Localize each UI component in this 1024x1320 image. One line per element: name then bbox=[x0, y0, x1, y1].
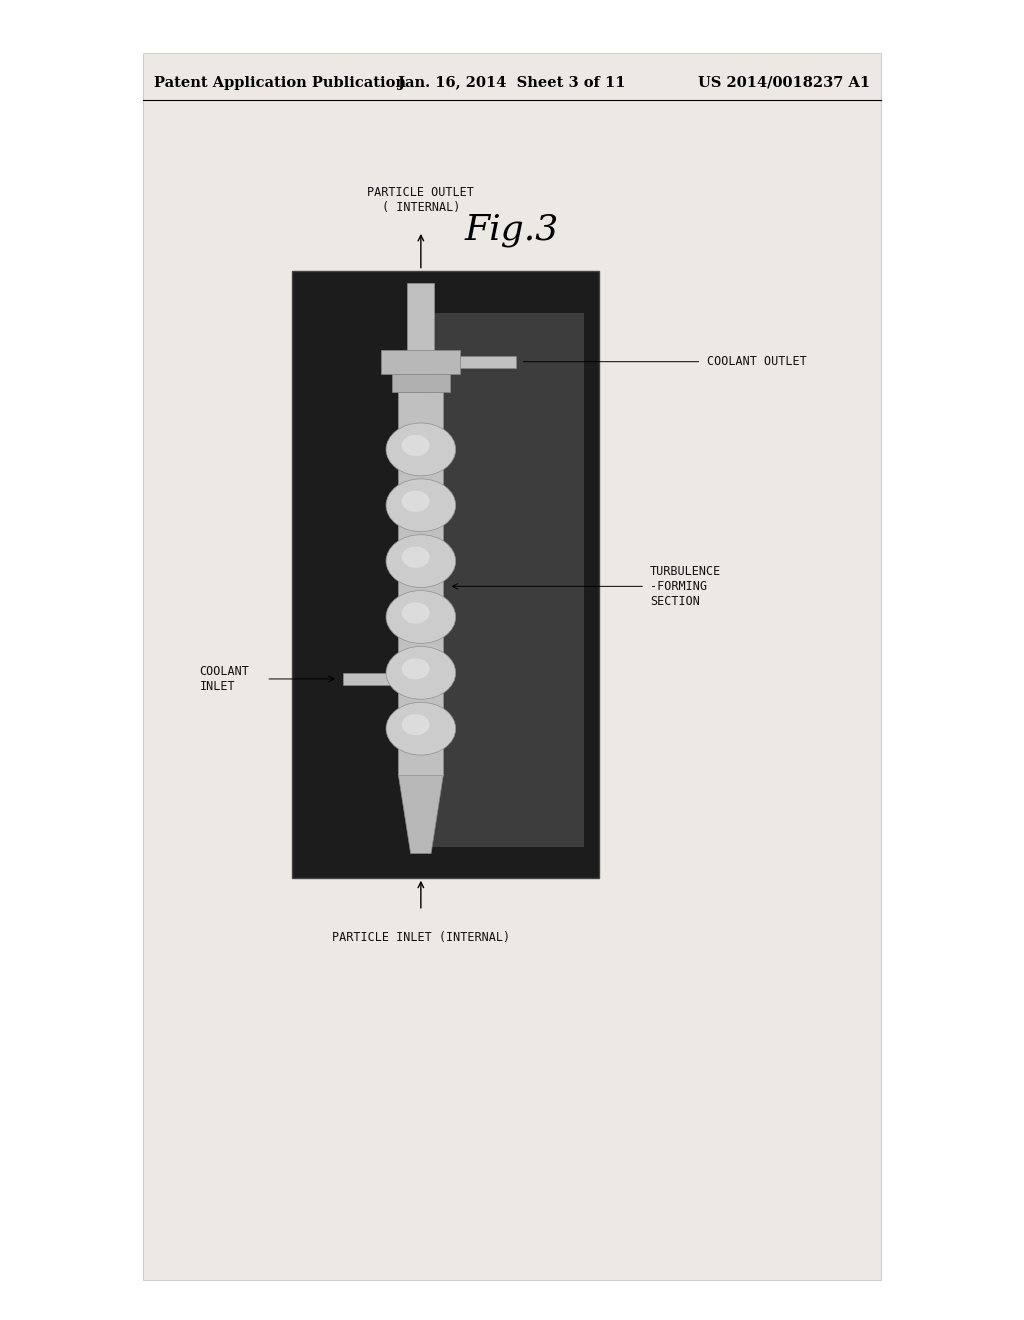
Bar bbox=[408, 282, 434, 350]
Bar bbox=[391, 374, 451, 392]
Ellipse shape bbox=[386, 535, 456, 587]
Ellipse shape bbox=[401, 434, 430, 455]
Text: Jan. 16, 2014  Sheet 3 of 11: Jan. 16, 2014 Sheet 3 of 11 bbox=[398, 75, 626, 90]
Bar bbox=[430, 313, 584, 847]
Polygon shape bbox=[398, 775, 443, 854]
Ellipse shape bbox=[401, 546, 430, 568]
Ellipse shape bbox=[401, 491, 430, 512]
Text: TURBULENCE
-FORMING
SECTION: TURBULENCE -FORMING SECTION bbox=[650, 565, 722, 607]
Ellipse shape bbox=[386, 647, 456, 700]
Bar bbox=[143, 53, 881, 1280]
Bar bbox=[382, 350, 461, 374]
Ellipse shape bbox=[386, 422, 456, 475]
Ellipse shape bbox=[386, 702, 456, 755]
Bar bbox=[461, 355, 516, 368]
Ellipse shape bbox=[386, 590, 456, 643]
Ellipse shape bbox=[401, 714, 430, 735]
Text: PARTICLE INLET (INTERNAL): PARTICLE INLET (INTERNAL) bbox=[332, 931, 510, 944]
Bar bbox=[292, 271, 599, 878]
Ellipse shape bbox=[401, 602, 430, 623]
Text: US 2014/0018237 A1: US 2014/0018237 A1 bbox=[698, 75, 870, 90]
Ellipse shape bbox=[386, 479, 456, 532]
Text: Fig.3: Fig.3 bbox=[465, 213, 559, 247]
Bar bbox=[343, 673, 398, 685]
Text: PARTICLE OUTLET
( INTERNAL): PARTICLE OUTLET ( INTERNAL) bbox=[368, 186, 474, 214]
Text: Patent Application Publication: Patent Application Publication bbox=[154, 75, 406, 90]
Ellipse shape bbox=[401, 659, 430, 680]
Bar bbox=[398, 392, 443, 775]
Text: COOLANT OUTLET: COOLANT OUTLET bbox=[707, 355, 806, 368]
Text: COOLANT
INLET: COOLANT INLET bbox=[200, 665, 250, 693]
